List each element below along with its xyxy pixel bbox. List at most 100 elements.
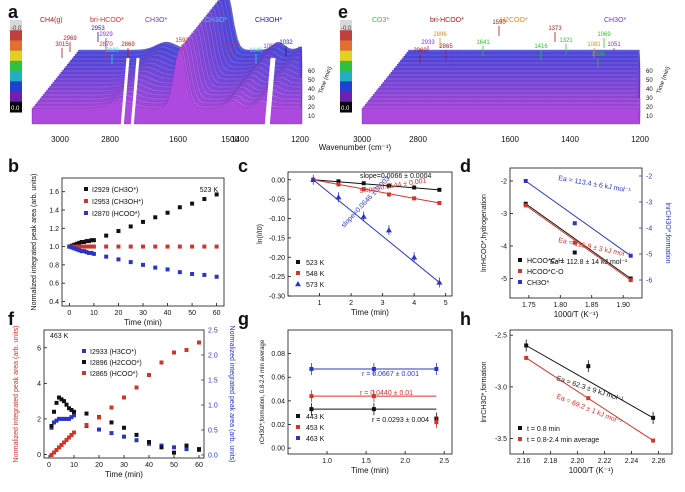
data-point — [72, 430, 76, 435]
peak-label: 2870 — [99, 42, 113, 48]
data-point — [309, 366, 314, 371]
data-point — [82, 249, 87, 254]
data-point — [84, 423, 89, 427]
x-tick-label: 20 — [95, 462, 103, 469]
fit-line — [313, 179, 440, 204]
data-point — [153, 265, 158, 270]
x-tick-label: 1.0 — [322, 458, 332, 465]
peak-label: 2953 — [91, 26, 105, 32]
data-point — [177, 244, 182, 249]
data-point — [128, 224, 133, 229]
peak-label: 2825 — [445, 52, 459, 58]
data-point — [67, 435, 71, 440]
data-point — [214, 274, 219, 279]
data-point — [177, 270, 182, 275]
data-point — [437, 187, 442, 192]
peak-label: 1641 — [476, 40, 490, 46]
data-point — [91, 244, 96, 249]
data-point — [586, 396, 591, 401]
legend-marker — [84, 187, 88, 191]
data-point — [202, 272, 207, 277]
data-point — [82, 244, 87, 249]
x-tick-label: 40 — [145, 462, 153, 469]
legend-marker — [518, 280, 522, 284]
plot-frame — [287, 329, 453, 455]
y2-tick-label: 0.0 — [208, 453, 218, 460]
data-point — [109, 420, 114, 425]
data-point — [49, 453, 54, 457]
fit-line — [525, 345, 654, 419]
species-label: CO3* — [372, 17, 389, 24]
data-point — [79, 244, 84, 249]
y-tick-label: -0.25 — [269, 274, 285, 281]
legend-marker — [518, 258, 522, 262]
data-point — [190, 201, 195, 206]
peak-label: 1373 — [548, 26, 562, 32]
data-point — [141, 262, 145, 267]
y2-tick-label: 1.0 — [208, 403, 218, 410]
data-point — [104, 244, 109, 249]
y-tick-label: -0.10 — [269, 216, 285, 223]
legend-entry: CH3O* — [527, 280, 549, 287]
y-axis-label: Normalized integrated peak area (arb. un… — [31, 174, 38, 311]
y-tick-label: 40 — [308, 87, 315, 93]
data-point — [360, 213, 367, 219]
legend-marker — [84, 199, 88, 203]
legend-marker — [518, 269, 522, 273]
data-point — [79, 240, 84, 244]
rate-label: r = 0.0667 ± 0.001 — [362, 371, 419, 378]
colorbar-segment — [10, 30, 22, 41]
legend-entry: I2865 (HCOO*) — [90, 371, 138, 378]
axis-break — [264, 57, 274, 129]
y-tick-label: 1.4 — [49, 208, 59, 215]
axis-break — [130, 57, 140, 129]
legend-entry: 453 K — [306, 425, 325, 432]
y-tick-label: 2 — [37, 416, 41, 423]
x-tick-label: 1.75 — [522, 302, 536, 309]
y-tick-label: 1.2 — [49, 226, 59, 233]
x-tick-label: 3 — [381, 300, 385, 307]
y-tick-label: 10 — [646, 114, 653, 120]
annotation: 463 K — [50, 333, 69, 340]
panel-f: 0 10 20 30 40 50 60 0 2 4 6 Time (min) Normalized in… — [13, 326, 235, 479]
panel-letter-b: b — [8, 156, 19, 176]
data-point — [54, 400, 59, 405]
data-point — [128, 244, 133, 249]
y-tick-label: -0.05 — [269, 197, 285, 204]
data-point — [67, 416, 71, 421]
peak-label: 1051 — [607, 42, 621, 48]
x-tick-label: 1 — [318, 300, 322, 307]
y-tick-label: 30 — [646, 96, 653, 102]
data-point — [54, 418, 59, 423]
x-tick-label: 50 — [170, 462, 178, 469]
data-point — [586, 364, 591, 369]
data-point — [184, 447, 189, 452]
x-tick-label: 2.18 — [544, 458, 558, 465]
data-point — [371, 366, 376, 371]
data-point — [134, 432, 139, 437]
legend-marker — [82, 360, 86, 364]
colorbar-segment — [340, 91, 352, 103]
x-tick-label: 1.85 — [585, 302, 599, 309]
data-point — [52, 450, 56, 455]
data-point — [91, 251, 96, 256]
x-tick-label: 1600 — [169, 135, 187, 144]
data-point — [153, 215, 158, 220]
x-tick-label: 3000 — [353, 135, 371, 144]
plot-frame — [509, 329, 673, 455]
data-point — [386, 183, 391, 188]
data-point — [628, 253, 633, 258]
plot-frame — [509, 167, 643, 299]
x-tick-label: 2.22 — [598, 458, 612, 465]
y-tick-label: 0.6 — [49, 281, 59, 288]
data-point — [64, 416, 69, 421]
annotation: 523 K — [200, 187, 219, 194]
data-point — [109, 405, 114, 410]
x-tick-label: 2.26 — [652, 458, 666, 465]
y2-tick-label: 2.5 — [208, 328, 218, 335]
data-point — [89, 250, 94, 255]
data-point — [69, 433, 74, 437]
data-point — [69, 245, 74, 250]
legend-entry: I2896 (H2COO*) — [90, 360, 142, 367]
y-axis-label: lnrCH3O*,formation — [481, 361, 488, 422]
